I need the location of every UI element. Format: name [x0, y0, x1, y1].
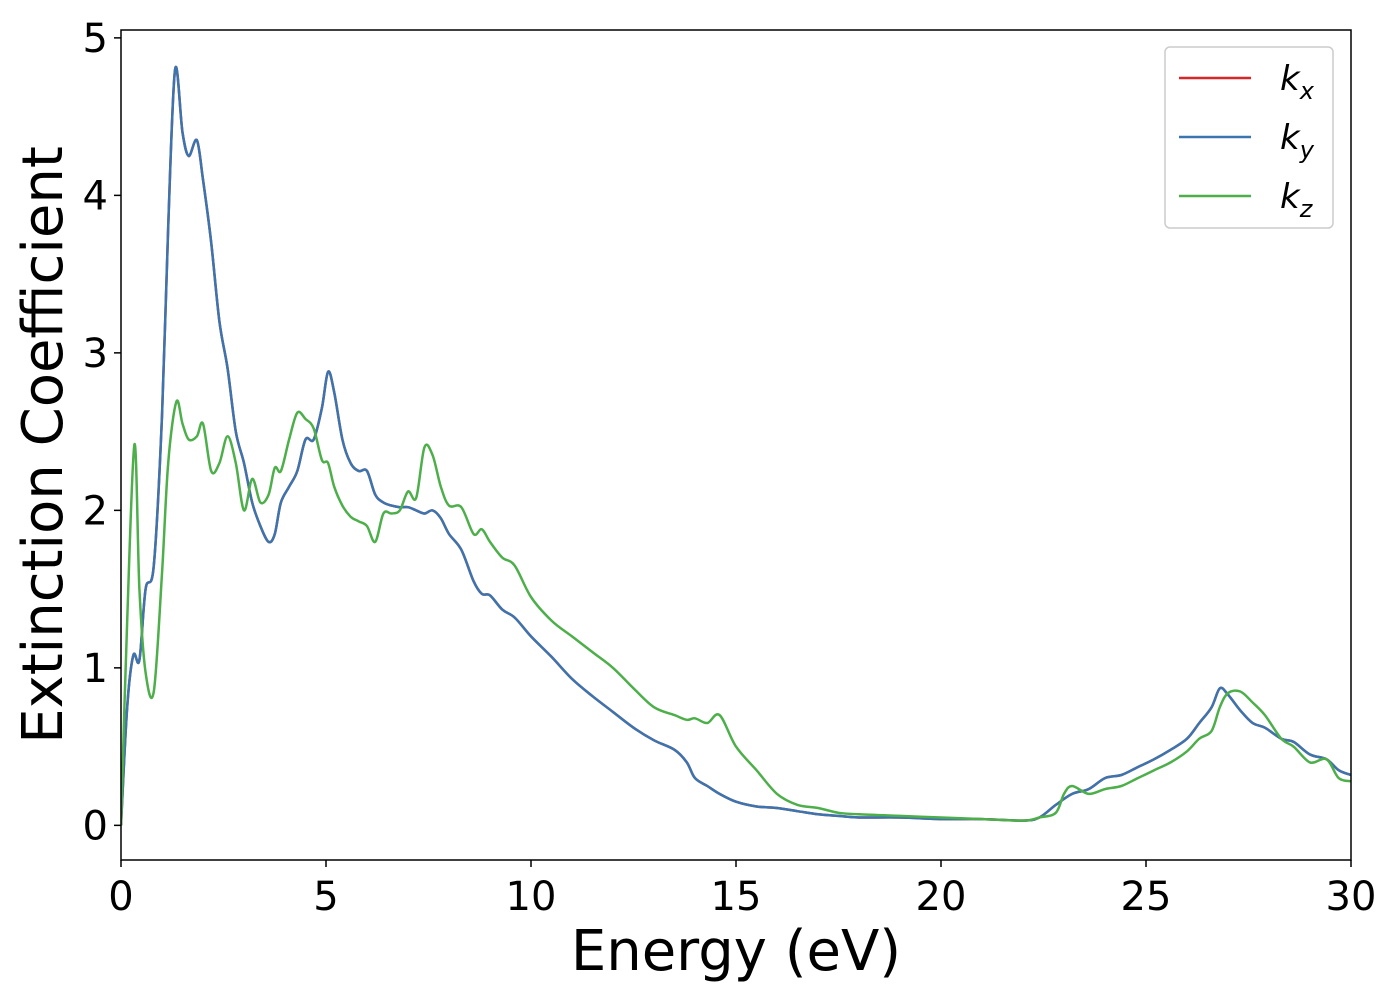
legend-label-subscript: y: [1299, 136, 1315, 164]
legend-label-y: ky: [1280, 118, 1315, 164]
x-axis-title: Energy (eV): [571, 919, 901, 984]
y-tick-label: 4: [83, 173, 108, 219]
legend-label-x: kx: [1280, 59, 1315, 105]
y-tick-label: 5: [83, 16, 108, 62]
x-tick-label: 25: [1121, 874, 1172, 920]
x-tick-label: 10: [506, 874, 557, 920]
series-line-z: [121, 399, 1351, 826]
y-tick-label: 0: [83, 803, 108, 849]
x-tick-label: 15: [711, 874, 762, 920]
legend-label-base: k: [1280, 177, 1301, 217]
legend-label-base: k: [1280, 118, 1301, 158]
legend-label-subscript: z: [1299, 195, 1314, 223]
y-tick-label: 2: [83, 488, 108, 534]
series-line-y: [121, 65, 1351, 826]
y-axis-title: Extinction Coefficient: [11, 146, 76, 744]
y-axis: 0 1 2 3 4 5: [83, 16, 121, 849]
x-tick-label: 0: [108, 874, 133, 920]
legend-label-subscript: x: [1299, 77, 1315, 105]
x-axis: 0 5 10 15 20 25 30: [108, 860, 1376, 920]
x-tick-label: 30: [1326, 874, 1377, 920]
x-tick-label: 5: [313, 874, 338, 920]
y-tick-label: 1: [83, 646, 108, 692]
plot-lines: [121, 65, 1351, 826]
legend-label-base: k: [1280, 59, 1301, 99]
x-tick-label: 20: [916, 874, 967, 920]
legend-label-z: kz: [1280, 177, 1314, 223]
y-tick-label: 3: [83, 331, 108, 377]
